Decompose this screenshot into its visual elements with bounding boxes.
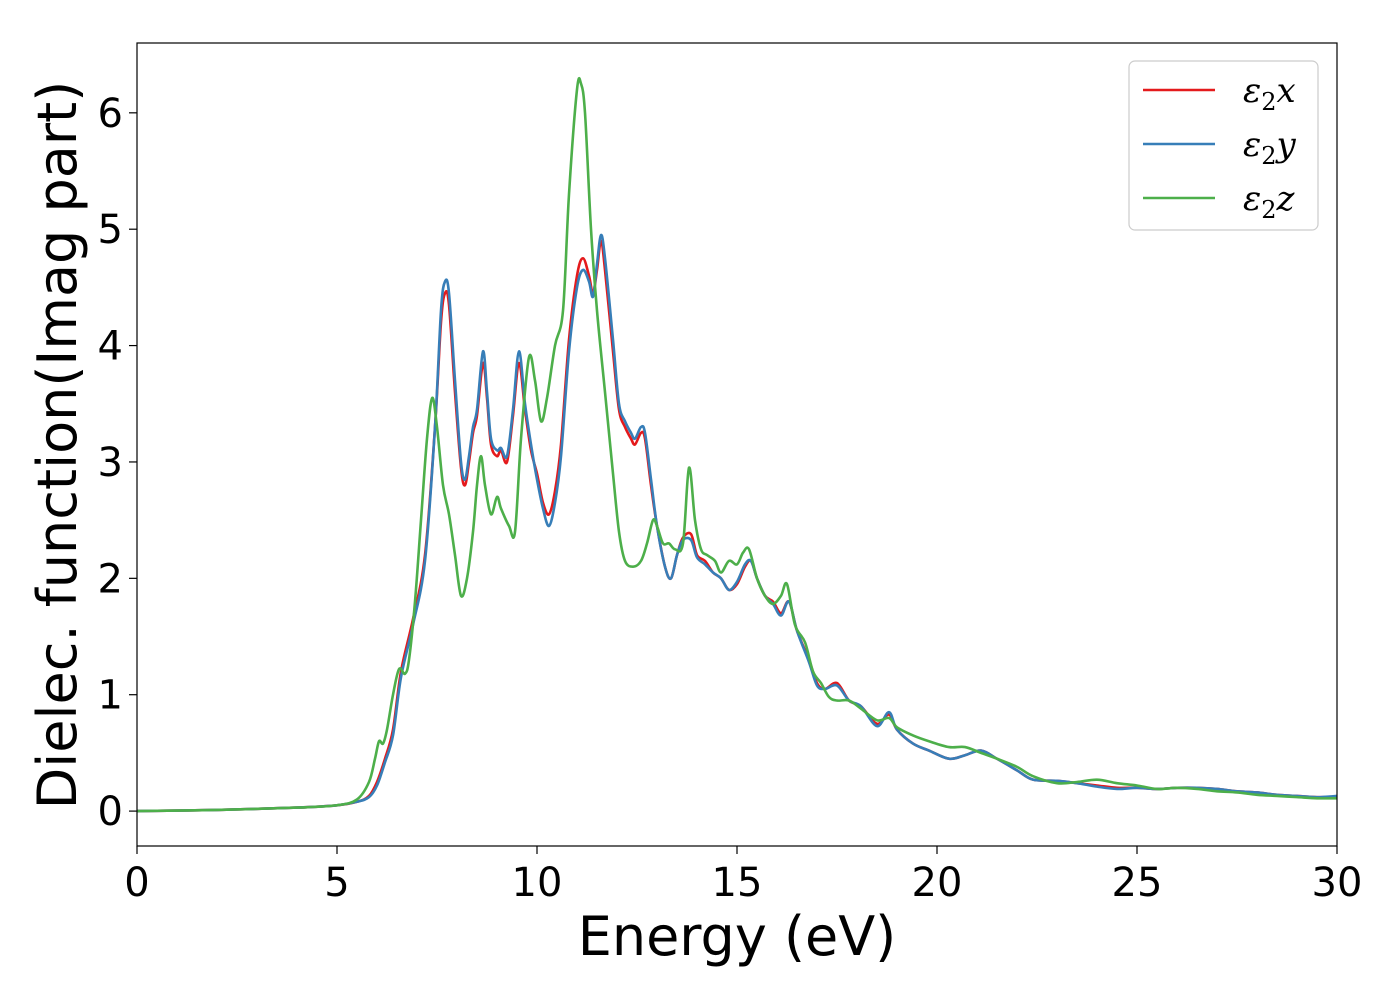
- x-tick-label: 20: [912, 860, 963, 906]
- y-tick-label: 5: [98, 207, 123, 253]
- x-tick-label: 25: [1112, 860, 1163, 906]
- x-tick-label: 5: [324, 860, 349, 906]
- x-tick-label: 10: [512, 860, 563, 906]
- y-tick-label: 3: [98, 440, 123, 486]
- legend-label-y: ε2y: [1243, 125, 1297, 170]
- series-line-z: [137, 76, 1337, 813]
- y-tick-label: 4: [98, 324, 123, 370]
- y-axis-ticks: 0 1 2 3 4 5 6: [98, 91, 137, 835]
- y-axis-title: Dielec. function(Imag part): [26, 81, 89, 810]
- x-tick-label: 15: [712, 860, 763, 906]
- series-line-y: [137, 233, 1337, 813]
- legend: ε2x ε2y ε2z: [1128, 60, 1319, 231]
- legend-label-x: ε2x: [1243, 71, 1296, 116]
- y-tick-label: 6: [98, 91, 123, 137]
- y-tick-label: 0: [98, 789, 123, 835]
- x-axis-ticks: 0 5 10 15 20 25 30: [124, 846, 1362, 906]
- x-tick-label: 30: [1312, 860, 1363, 906]
- legend-box: [1128, 60, 1319, 231]
- y-tick-label: 2: [98, 556, 123, 602]
- legend-label-z: ε2z: [1243, 179, 1296, 224]
- x-tick-label: 0: [124, 860, 149, 906]
- x-axis-title: Energy (eV): [578, 905, 897, 968]
- y-tick-label: 1: [98, 673, 123, 719]
- series-layer: [137, 76, 1337, 813]
